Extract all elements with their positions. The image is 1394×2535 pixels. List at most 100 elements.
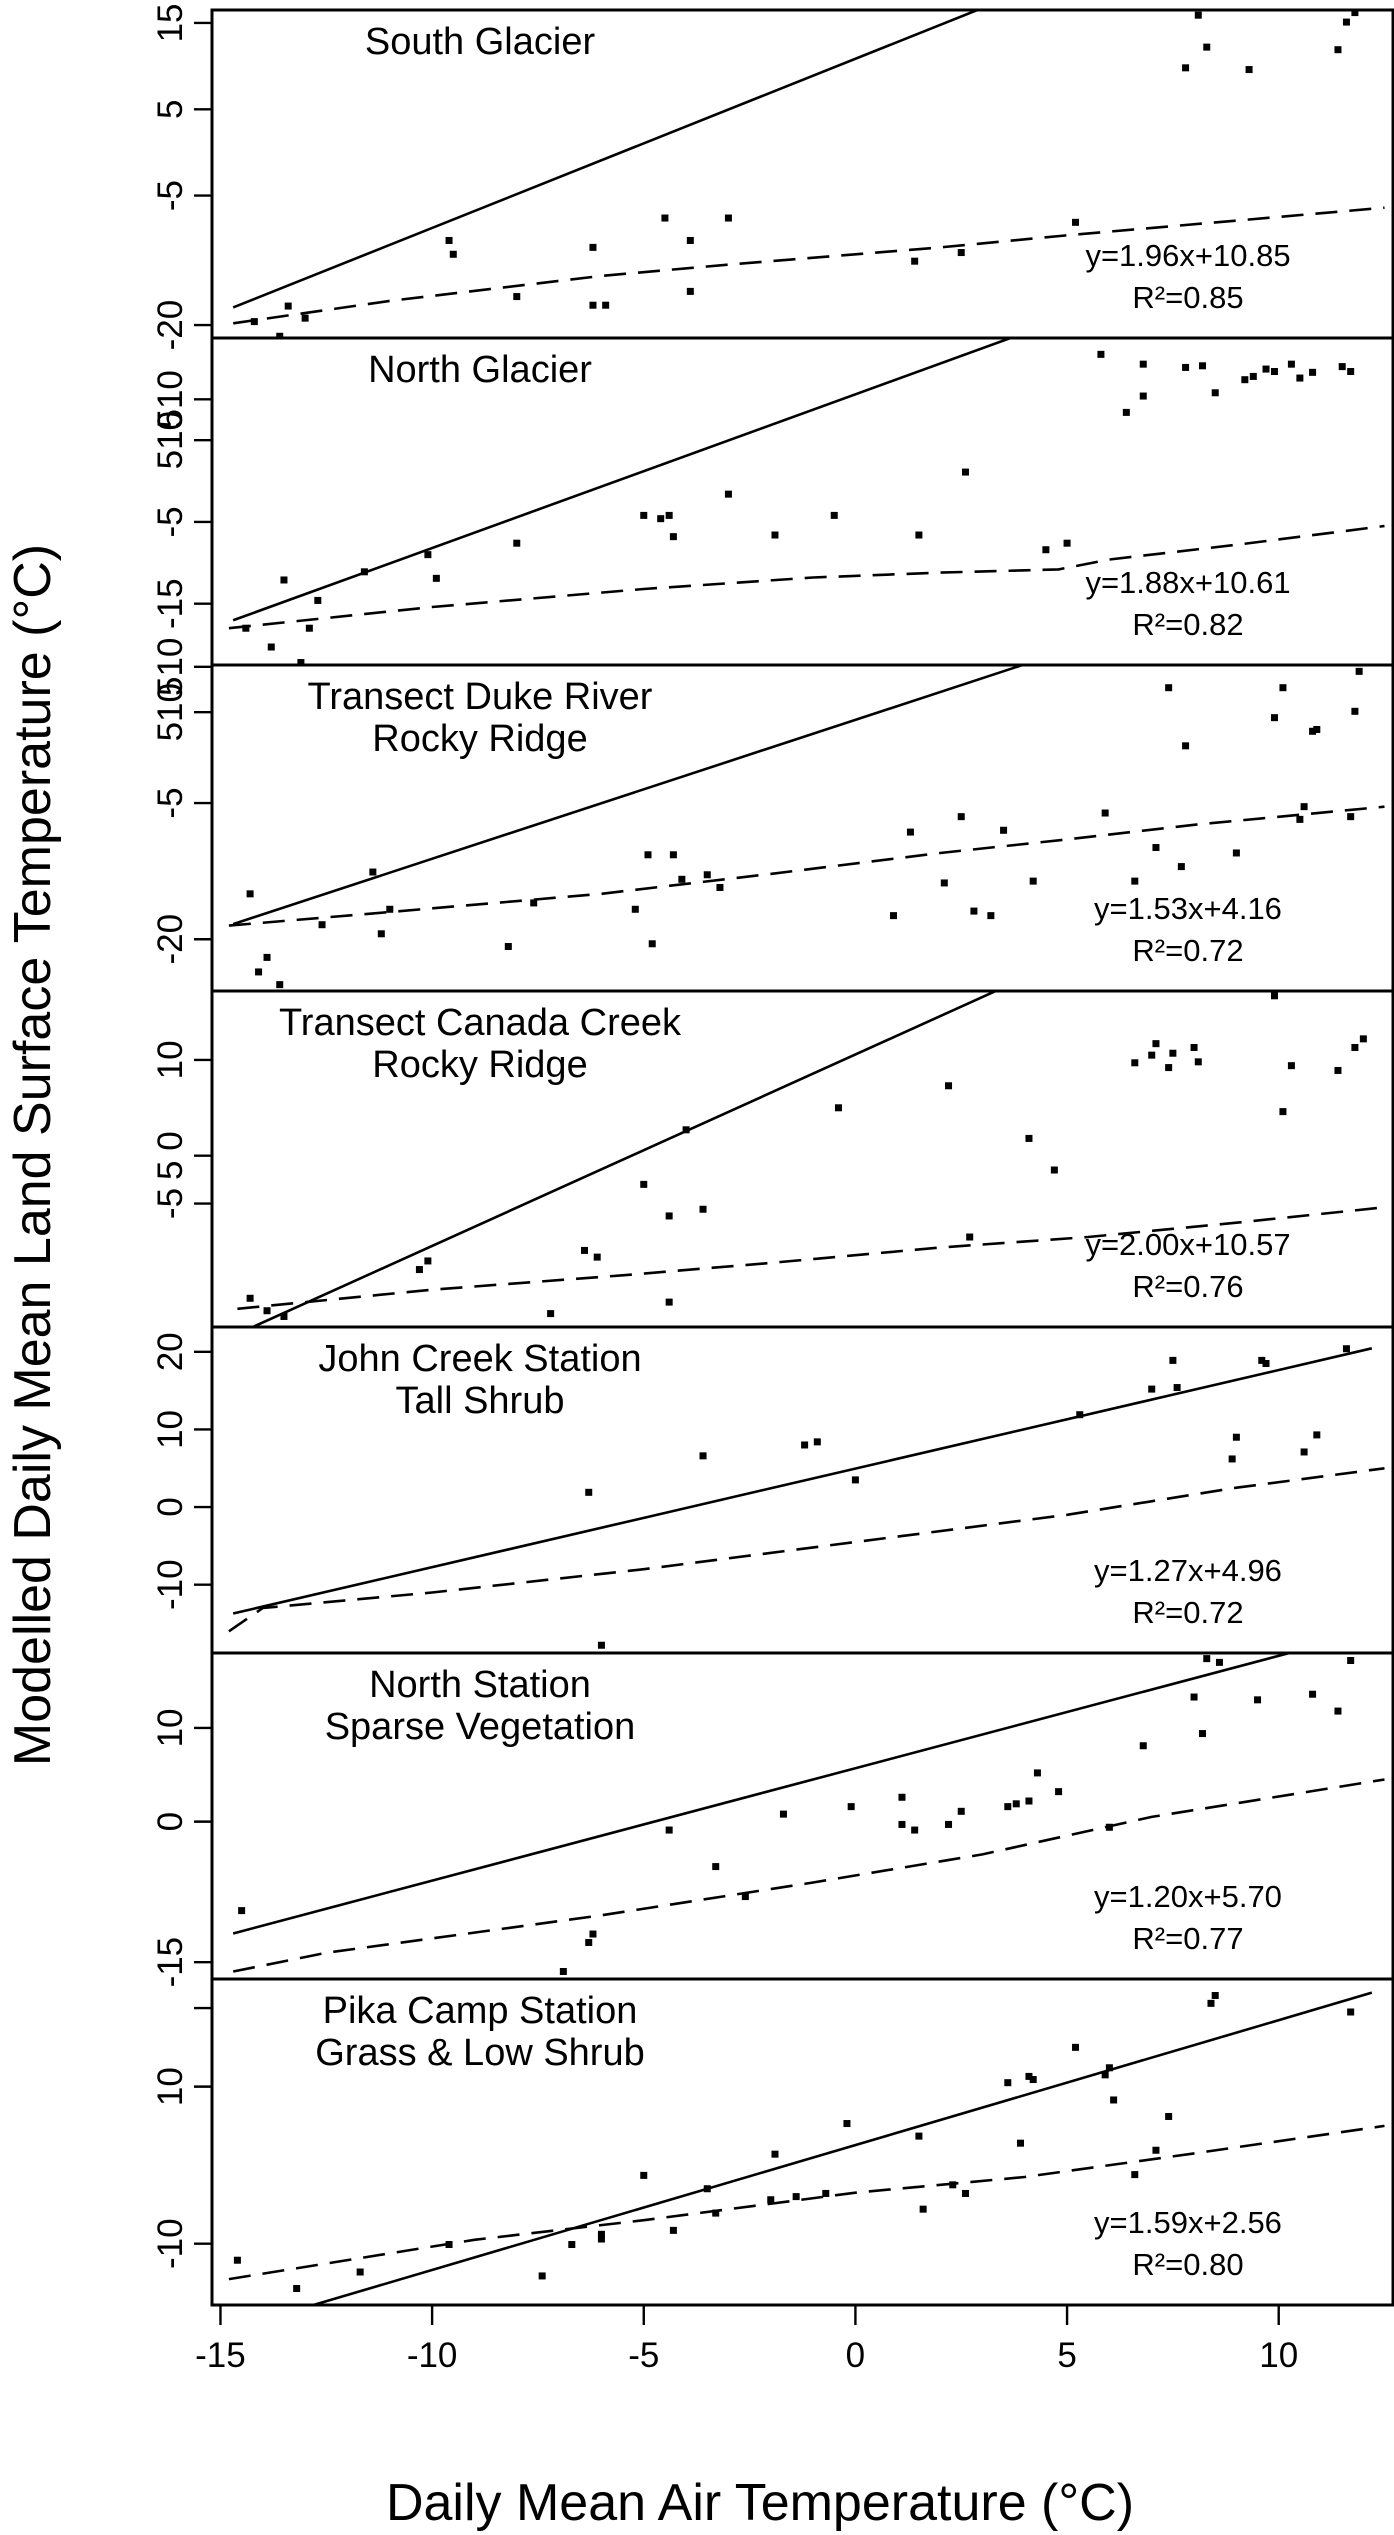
data-point bbox=[559, 1968, 567, 1976]
data-point bbox=[597, 1641, 605, 1649]
panel-title: North Station bbox=[369, 1664, 591, 1706]
y-tick-label: -10 bbox=[151, 1559, 190, 1610]
data-point bbox=[538, 2272, 546, 2280]
data-point bbox=[1000, 826, 1008, 834]
plot-area bbox=[228, 665, 1385, 989]
data-point bbox=[530, 899, 538, 907]
data-point bbox=[987, 912, 995, 920]
data-point bbox=[1351, 707, 1359, 715]
data-point bbox=[919, 2205, 927, 2213]
data-point bbox=[669, 851, 677, 859]
y-tick-label: 10 bbox=[151, 2067, 190, 2106]
data-point bbox=[1012, 1800, 1020, 1808]
data-point bbox=[585, 1488, 593, 1496]
data-point bbox=[1203, 43, 1211, 51]
y-tick-label: 10 bbox=[151, 1410, 190, 1449]
data-point bbox=[1139, 1742, 1147, 1750]
data-point bbox=[1262, 365, 1270, 373]
y-tick-label: -5 bbox=[151, 787, 190, 818]
y-tick-label: 510 bbox=[151, 370, 190, 428]
y-tick-label: 20 bbox=[151, 1332, 190, 1371]
data-point bbox=[1258, 1356, 1266, 1364]
regression-line bbox=[249, 991, 999, 1327]
data-point bbox=[513, 293, 521, 301]
regression-line bbox=[232, 1653, 1295, 1935]
data-point bbox=[280, 1312, 288, 1320]
y-tick-label: 510 bbox=[151, 411, 190, 469]
data-point bbox=[898, 1793, 906, 1801]
data-point bbox=[712, 2209, 720, 2217]
dashed-line bbox=[232, 1778, 1385, 1973]
data-point bbox=[961, 468, 969, 476]
data-point bbox=[1342, 18, 1350, 26]
r-squared: R²=0.72 bbox=[1132, 1595, 1243, 1630]
data-point bbox=[1105, 1823, 1113, 1831]
data-point bbox=[585, 1938, 593, 1946]
data-point bbox=[966, 1233, 974, 1241]
data-point bbox=[1016, 2139, 1024, 2147]
data-point bbox=[589, 301, 597, 309]
panel-title: South Glacier bbox=[365, 21, 596, 63]
data-point bbox=[1004, 2079, 1012, 2087]
data-point bbox=[813, 1438, 821, 1446]
data-point bbox=[593, 1253, 601, 1261]
fit-equation: y=1.59x+2.56 bbox=[1094, 2205, 1282, 2240]
panel-title: North Glacier bbox=[368, 349, 592, 391]
dashed-line bbox=[233, 206, 1385, 325]
data-point bbox=[1249, 372, 1257, 380]
data-point bbox=[890, 912, 898, 920]
data-point bbox=[1055, 1788, 1063, 1796]
data-point bbox=[1152, 1040, 1160, 1048]
y-tick-label: 5 bbox=[151, 100, 190, 119]
r-squared: R²=0.72 bbox=[1132, 933, 1243, 968]
data-point bbox=[1165, 1064, 1173, 1072]
data-point bbox=[640, 1180, 648, 1188]
panel-title: Rocky Ridge bbox=[372, 1044, 587, 1086]
data-point bbox=[724, 214, 732, 222]
data-point bbox=[847, 1803, 855, 1811]
panel-frame bbox=[210, 1977, 1394, 2307]
x-axis: -15 -10 -5 0 5 10 bbox=[195, 2305, 1298, 2375]
data-point bbox=[834, 1104, 842, 1112]
data-point bbox=[424, 1257, 432, 1265]
data-point bbox=[686, 236, 694, 244]
data-point bbox=[386, 905, 394, 913]
data-point bbox=[830, 511, 838, 519]
data-point bbox=[581, 1246, 589, 1254]
data-point bbox=[1351, 1043, 1359, 1051]
y-tick-label: -15 bbox=[151, 1937, 190, 1988]
data-point bbox=[1228, 1455, 1236, 1463]
data-point bbox=[1203, 1655, 1211, 1663]
y-tick-label: -20 bbox=[151, 300, 190, 351]
data-point bbox=[1105, 2064, 1113, 2072]
data-point bbox=[1241, 376, 1249, 384]
data-point bbox=[1211, 1991, 1219, 1999]
data-point bbox=[961, 2189, 969, 2197]
data-point bbox=[1347, 2008, 1355, 2016]
fit-equation: y=1.53x+4.16 bbox=[1094, 891, 1282, 926]
regression-line bbox=[308, 1991, 1373, 2305]
data-point bbox=[1279, 684, 1287, 692]
data-point bbox=[597, 2230, 605, 2238]
data-point bbox=[911, 257, 919, 265]
r-squared: R²=0.82 bbox=[1132, 607, 1243, 642]
data-point bbox=[1169, 1356, 1177, 1364]
data-point bbox=[1050, 1166, 1058, 1174]
data-point bbox=[415, 1266, 423, 1274]
regression-line bbox=[232, 10, 981, 309]
y-tick-label: 0 bbox=[151, 1812, 190, 1831]
x-tick-label: -10 bbox=[407, 2336, 458, 2375]
data-point bbox=[1042, 546, 1050, 554]
data-point bbox=[1309, 368, 1317, 376]
regression-line bbox=[232, 338, 1015, 622]
data-point bbox=[547, 1310, 555, 1318]
data-point bbox=[1177, 863, 1185, 871]
regression-line bbox=[232, 1347, 1373, 1615]
data-point bbox=[293, 2285, 301, 2293]
y-tick-label: 5 0 bbox=[151, 1131, 190, 1180]
data-point bbox=[970, 907, 978, 915]
data-point bbox=[949, 2181, 957, 2189]
data-point bbox=[242, 624, 250, 632]
fit-equation: y=2.00x+10.57 bbox=[1085, 1227, 1290, 1262]
